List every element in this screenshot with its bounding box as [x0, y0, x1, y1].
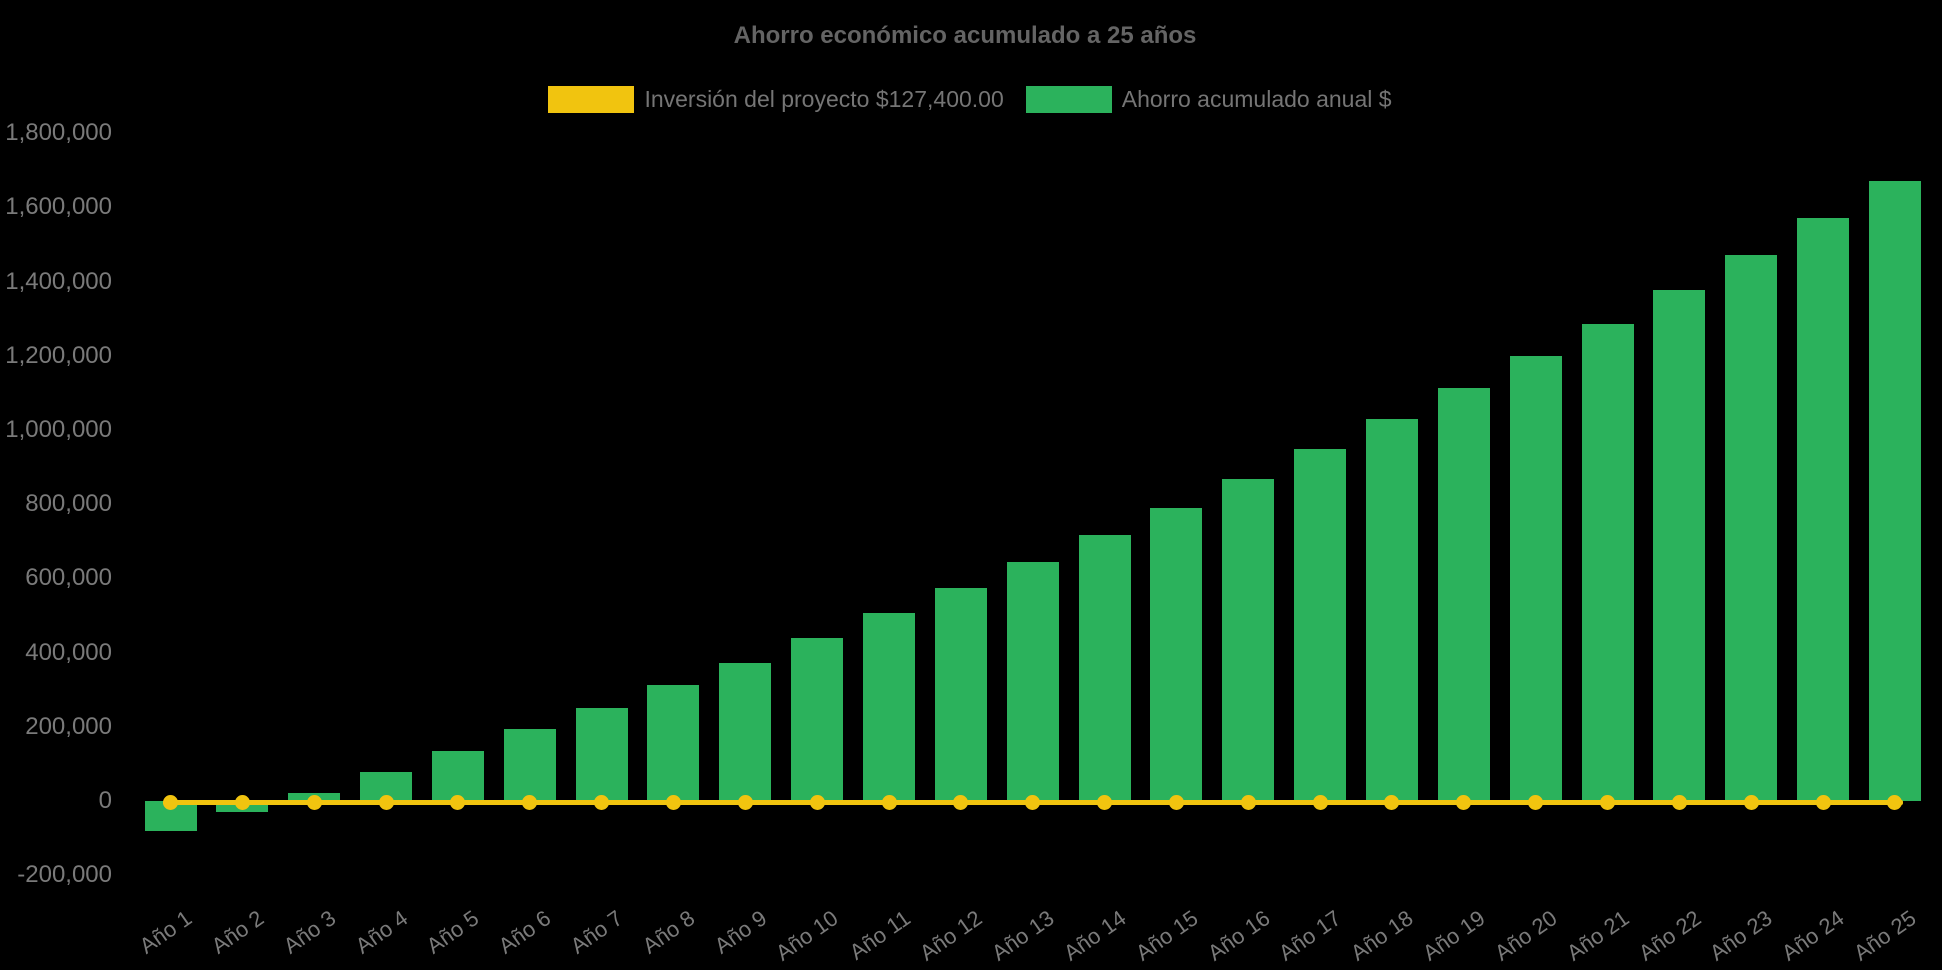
- chart-title: Ahorro económico acumulado a 25 años: [733, 22, 1197, 49]
- x-axis-label: Año 17: [1274, 905, 1346, 966]
- investment-marker-icon: [665, 794, 681, 810]
- savings-bar: [1294, 449, 1347, 801]
- x-axis-label: Año 12: [915, 905, 987, 966]
- x-axis-label: Año 19: [1418, 905, 1490, 966]
- savings-bar: [1006, 562, 1059, 801]
- x-axis-label: Año 23: [1705, 905, 1777, 966]
- investment-marker-icon: [522, 794, 538, 810]
- investment-marker-icon: [450, 794, 466, 810]
- x-axis-label: Año 13: [987, 905, 1059, 966]
- investment-marker-icon: [953, 794, 969, 810]
- investment-marker-icon: [163, 794, 178, 810]
- x-axis-label: Año 2: [206, 905, 269, 959]
- x-axis-label: Año 5: [422, 905, 484, 959]
- x-axis-label: Año 15: [1130, 905, 1203, 966]
- investment-marker-icon: [1743, 794, 1759, 810]
- savings-bar: [863, 613, 915, 801]
- investment-marker-icon: [378, 794, 394, 810]
- investment-marker-icon: [1600, 794, 1615, 810]
- savings-bar: [1797, 218, 1850, 801]
- investment-marker-icon: [1240, 794, 1256, 810]
- y-axis-label: 1,800,000: [5, 119, 112, 147]
- y-axis-label: 600,000: [25, 564, 112, 592]
- y-axis-label: 1,200,000: [5, 341, 112, 369]
- investment-marker-icon: [1887, 794, 1903, 810]
- y-axis-label: -200,000: [17, 861, 112, 889]
- y-axis-label: 1,600,000: [5, 193, 112, 221]
- x-axis-label: Año 22: [1633, 905, 1706, 966]
- x-axis-label: Año 10: [771, 905, 843, 966]
- x-axis-label: Año 9: [709, 905, 772, 959]
- investment-marker-icon: [1025, 794, 1041, 810]
- savings-bar: [503, 729, 556, 801]
- investment-marker-icon: [881, 794, 897, 810]
- x-axis-label: Año 6: [494, 905, 556, 959]
- y-axis-label: 0: [98, 787, 112, 814]
- x-axis-label: Año 3: [278, 905, 340, 959]
- investment-marker-icon: [1312, 794, 1328, 810]
- legend-item-savings: Ahorro acumulado anual $: [1025, 85, 1392, 113]
- y-axis-label: 1,400,000: [5, 267, 112, 295]
- legend-label-investment: Inversión del proyecto $127,400.00: [644, 85, 1004, 112]
- savings-bar: [1868, 181, 1921, 801]
- x-axis-label: Año 1: [134, 905, 197, 959]
- savings-bar: [575, 707, 628, 801]
- investment-marker-icon: [737, 794, 753, 810]
- savings-bar: [1581, 323, 1634, 801]
- savings-bar: [1653, 290, 1706, 801]
- savings-bar: [1078, 534, 1131, 801]
- x-axis-label: Año 11: [844, 905, 915, 965]
- x-axis-label: Año 24: [1777, 905, 1849, 966]
- investment-marker-icon: [1456, 794, 1472, 810]
- investment-marker-icon: [1384, 794, 1400, 810]
- legend-swatch-investment-icon: [548, 85, 635, 113]
- x-axis-label: Año 7: [565, 905, 628, 959]
- savings-bar: [1725, 254, 1778, 801]
- investment-marker-icon: [1528, 794, 1544, 810]
- investment-marker-icon: [234, 794, 250, 810]
- savings-bar: [791, 638, 844, 801]
- y-axis-label: 1,000,000: [5, 416, 112, 443]
- y-axis-label: 800,000: [25, 490, 112, 518]
- x-axis-label: Año 16: [1202, 905, 1275, 966]
- x-axis-label: Año 25: [1849, 905, 1921, 966]
- investment-marker-icon: [1097, 794, 1113, 810]
- savings-bar: [1509, 356, 1562, 801]
- savings-bar: [1150, 507, 1203, 801]
- legend-label-savings: Ahorro acumulado anual $: [1121, 85, 1392, 112]
- x-axis-label: Año 14: [1058, 905, 1131, 966]
- savings-bar: [934, 588, 987, 801]
- x-axis-label: Año 18: [1346, 905, 1418, 966]
- savings-bar: [1437, 388, 1490, 801]
- x-axis-label: Año 8: [637, 905, 700, 959]
- investment-marker-icon: [809, 794, 825, 810]
- investment-marker-icon: [594, 794, 610, 810]
- investment-marker-icon: [1815, 794, 1831, 810]
- savings-bar: [431, 750, 484, 801]
- savings-bar: [1222, 478, 1275, 801]
- x-axis-label: Año 21: [1561, 905, 1634, 966]
- investment-marker-icon: [1671, 794, 1687, 810]
- y-axis-label: 200,000: [25, 712, 112, 740]
- savings-bar: [647, 685, 700, 801]
- x-axis-label: Año 20: [1489, 905, 1562, 966]
- investment-marker-icon: [306, 794, 322, 810]
- legend-item-investment: Inversión del proyecto $127,400.00: [548, 85, 1004, 113]
- savings-bar: [1365, 419, 1418, 801]
- legend: Inversión del proyecto $127,400.00 Ahorr…: [0, 85, 1940, 113]
- investment-marker-icon: [1168, 794, 1184, 810]
- x-axis-label: Año 4: [350, 905, 412, 959]
- legend-swatch-savings-icon: [1025, 85, 1112, 113]
- y-axis-label: 400,000: [25, 638, 112, 666]
- savings-bar: [719, 662, 772, 801]
